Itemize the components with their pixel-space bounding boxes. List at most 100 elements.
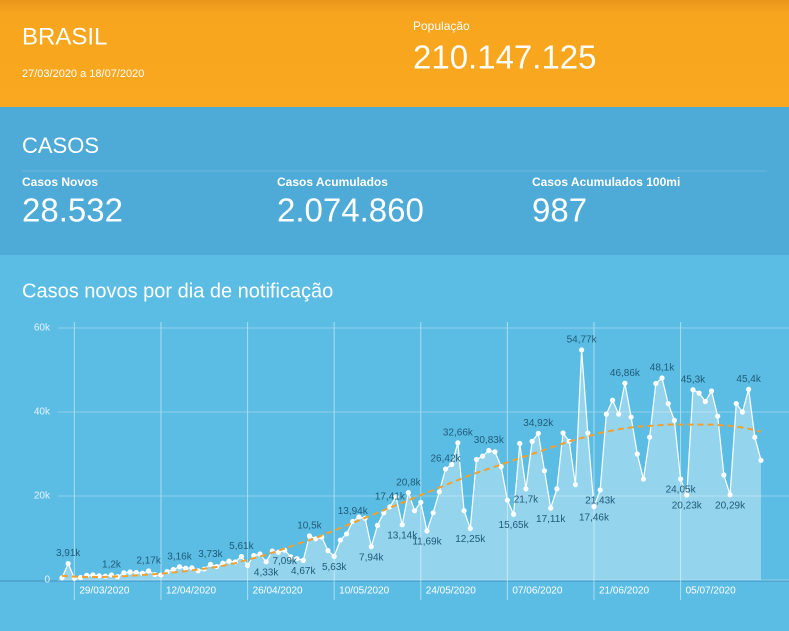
y-tick-label: 60k [34,323,51,334]
point [560,430,566,436]
point [510,511,517,517]
point [313,536,319,542]
point [585,430,591,436]
stat-value: 2.074.860 [277,192,424,229]
point [739,409,746,415]
value-label: 54,77k [567,335,598,346]
value-label: 15,65k [499,520,530,531]
point [337,537,343,543]
chart-title: Casos novos por dia de notificação [22,280,333,302]
value-label: 45,4k [736,374,761,385]
point [628,414,634,420]
value-label: 20,23k [672,501,703,512]
point [393,494,399,500]
point [387,504,393,510]
value-label: 32,66k [443,427,474,438]
point [535,430,541,436]
point [207,561,214,567]
area [62,349,761,580]
point [684,492,690,498]
point [659,375,665,381]
value-label: 5,61k [229,541,254,552]
x-tick-label: 05/07/2020 [686,586,736,597]
value-label: 11,69k [412,537,442,548]
point [554,486,560,492]
point [486,447,492,454]
point [238,553,244,560]
point [746,386,752,392]
value-label: 21,7k [514,495,539,506]
population-value: 210.147.125 [413,39,597,76]
point [721,472,727,478]
value-label: 3,91k [56,548,81,559]
point [671,417,677,423]
point [616,411,622,417]
point [733,401,739,407]
stat-label: Casos Novos [22,175,98,189]
point [498,464,504,470]
point [579,347,585,353]
stat-value: 987 [532,192,587,229]
value-label: 30,83k [474,435,505,446]
point [461,508,467,514]
point [492,449,498,455]
point [350,518,356,525]
x-tick-label: 26/04/2020 [253,586,303,597]
point [263,559,269,565]
point [690,387,696,393]
point [517,440,523,447]
point [758,457,764,463]
x-tick-label: 24/05/2020 [426,586,476,597]
point [647,434,653,440]
value-label: 46,86k [610,368,641,379]
point [430,510,436,516]
value-label: 20,29k [715,500,746,511]
point [702,398,708,405]
point [480,453,486,459]
y-tick-label: 40k [34,407,51,418]
point [708,388,715,394]
date-range: 27/03/2020 a 18/07/2020 [22,68,144,80]
point [473,456,480,463]
point [244,562,251,568]
cases-bg [0,107,789,255]
value-label: 17,41k [375,492,406,503]
y-tick-label: 20k [34,491,51,502]
point [121,570,127,576]
value-label: 2,17k [136,556,161,567]
point [548,505,554,511]
point [331,553,337,559]
chart-bg [0,255,789,631]
point [77,574,84,581]
x-tick-label: 21/06/2020 [599,586,649,597]
value-label: 45,3k [681,374,706,385]
section-title: CASOS [22,133,99,158]
value-label: 48,1k [650,363,675,374]
point [436,489,442,495]
point [529,438,535,444]
point [715,413,721,419]
value-label: 20,8k [396,477,421,488]
point [752,434,758,440]
value-label: 13,94k [338,506,369,517]
point [399,522,405,528]
value-label: 4,33k [254,567,279,578]
value-label: 26,42k [431,454,462,465]
point [133,569,139,576]
point [288,554,294,560]
point [609,397,616,403]
point [405,490,412,496]
value-label: 7,94k [359,552,384,563]
point [306,533,313,539]
point [325,548,331,554]
value-label: 24,05k [666,485,697,496]
value-label: 17,11k [536,514,566,525]
value-label: 34,92k [523,418,554,429]
value-label: 7,09k [272,556,297,567]
point [226,558,232,564]
point [127,569,133,575]
point [442,466,449,472]
point [677,476,684,482]
trend-line [61,423,762,579]
value-label: 12,25k [455,534,486,545]
